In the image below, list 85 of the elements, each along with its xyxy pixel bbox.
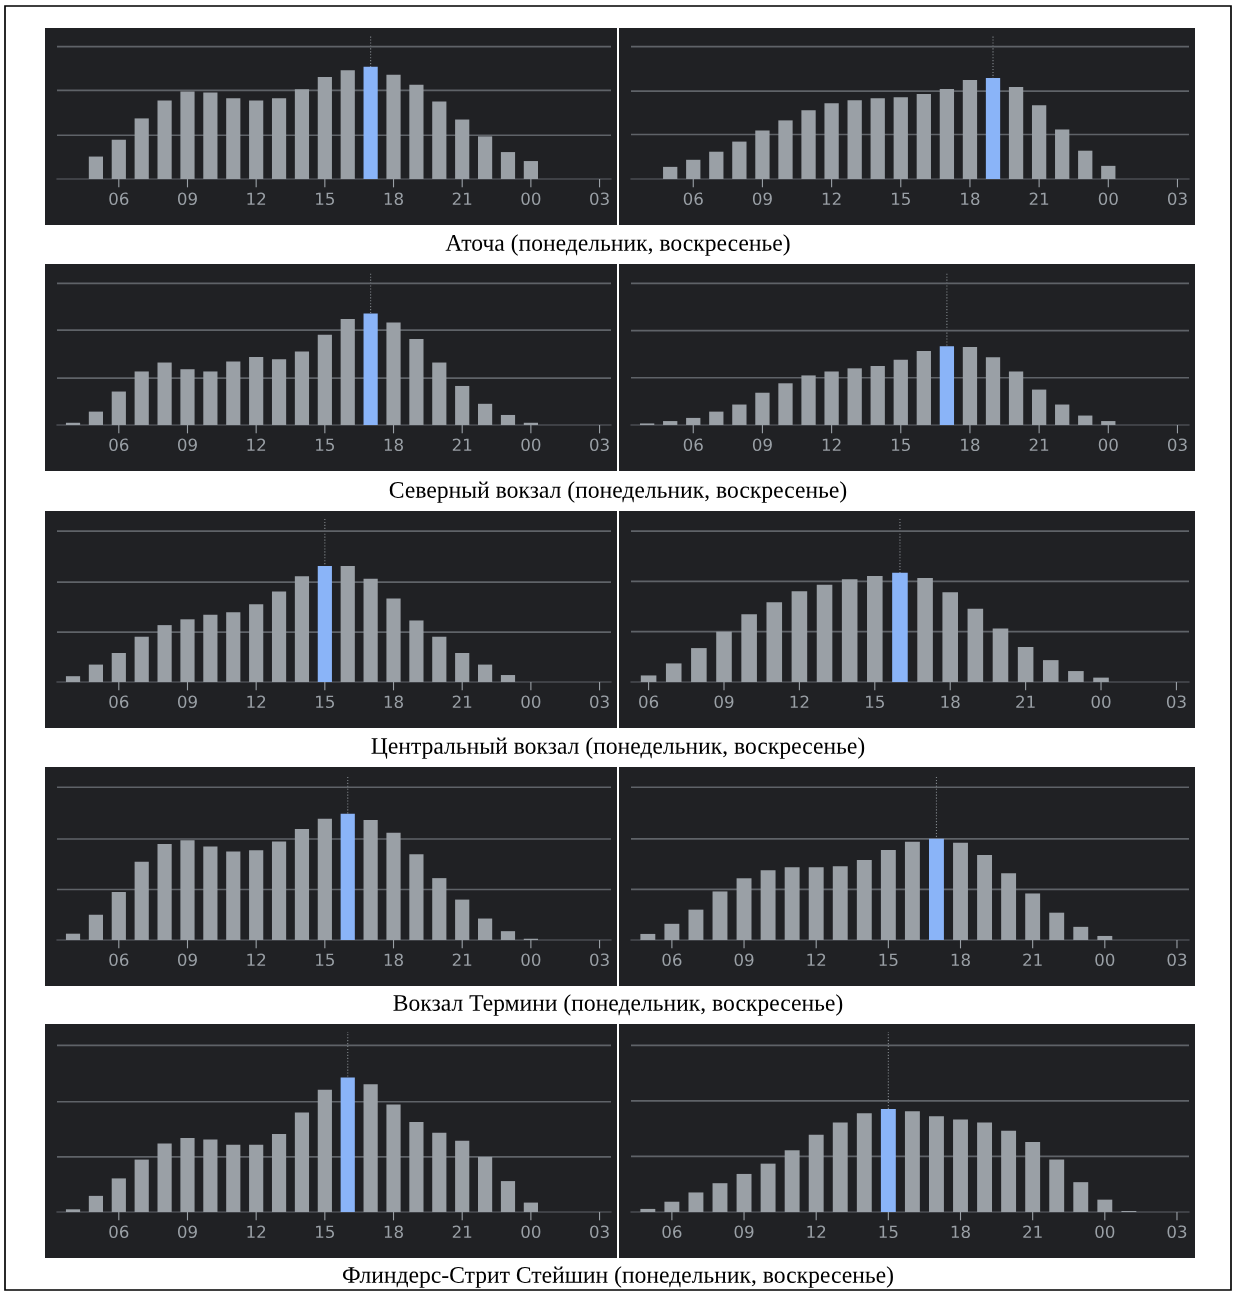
x-tick-label: 18 (384, 695, 403, 709)
x-tick-label: 15 (316, 953, 334, 967)
x-tick-label: 21 (452, 695, 472, 708)
x-tick-label: 00 (521, 695, 541, 709)
x-tick-label: 06 (109, 1225, 129, 1239)
x-tick-label: 18 (951, 1225, 970, 1239)
x-tick-label: 06 (639, 695, 659, 709)
x-tick-label: 18 (961, 192, 980, 206)
x-tick-label: 00 (1095, 1225, 1115, 1239)
x-tick-label: 21 (1023, 953, 1042, 966)
x-tick-label: 21 (452, 953, 472, 966)
x-tick-label: 09 (177, 1225, 197, 1239)
x-tick-label: 03 (590, 192, 609, 206)
x-tick-label: 09 (177, 695, 197, 709)
x-tick-label: 15 (879, 953, 898, 967)
x-tick-label: 21 (1023, 1225, 1042, 1238)
x-tick-label: 09 (752, 192, 772, 206)
x-tick-label: 06 (109, 438, 129, 452)
x-tick-label: 15 (892, 192, 910, 206)
x-tick-label: 06 (683, 192, 703, 206)
text: Центральный вокзал (понедельник, воскресенье) (371, 737, 865, 759)
x-tick-label: 06 (662, 953, 682, 967)
x-tick-label: 03 (1167, 438, 1187, 452)
x-tick-label: 09 (714, 695, 734, 709)
x-tick-label: 06 (109, 695, 129, 709)
x-tick-label: 15 (316, 695, 334, 709)
x-tick-label: 21 (1029, 438, 1049, 451)
x-tick-label: 03 (590, 953, 609, 967)
text: Флиндерс-Стрит Стейшин (понедельник, воскресенье) (342, 1266, 893, 1288)
x-tick-label: 00 (1091, 695, 1111, 709)
x-tick-label: 03 (1167, 1225, 1187, 1239)
x-tick-label: 12 (790, 695, 809, 708)
x-tick-label: 12 (822, 438, 841, 451)
x-tick-label: 15 (892, 438, 910, 452)
x-tick-label: 18 (384, 1225, 403, 1239)
x-tick-label: 12 (247, 438, 266, 451)
x-tick-label: 21 (452, 1225, 472, 1238)
x-tick-label: 12 (807, 953, 826, 966)
x-tick-label: 12 (247, 1225, 266, 1238)
x-tick-label: 12 (247, 192, 266, 205)
x-tick-label: 15 (316, 192, 334, 206)
x-tick-label: 00 (1098, 438, 1118, 452)
x-tick-label: 00 (521, 953, 541, 967)
x-tick-label: 18 (384, 438, 403, 452)
x-tick-label: 09 (177, 438, 197, 452)
text: Аточа (понедельник, воскресенье) (445, 234, 790, 256)
x-tick-label: 15 (316, 438, 334, 452)
text: Вокзал Термини (понедельник, воскресенье) (393, 994, 843, 1016)
x-tick-label: 21 (452, 438, 472, 451)
x-tick-label: 09 (734, 1225, 754, 1239)
x-tick-label: 18 (961, 438, 980, 452)
x-tick-label: 12 (807, 1225, 826, 1238)
x-tick-label: 03 (1166, 695, 1186, 709)
x-tick-label: 12 (822, 192, 841, 205)
x-tick-label: 09 (752, 438, 772, 452)
x-tick-label: 00 (521, 438, 541, 452)
x-tick-label: 09 (177, 953, 197, 967)
x-tick-label: 15 (879, 1225, 898, 1239)
x-tick-label: 00 (1095, 953, 1115, 967)
x-tick-label: 03 (1167, 953, 1187, 967)
x-tick-label: 18 (384, 192, 403, 206)
x-tick-label: 03 (590, 695, 609, 709)
x-tick-label: 18 (951, 953, 970, 967)
x-tick-label: 09 (734, 953, 754, 967)
x-tick-label: 06 (109, 953, 129, 967)
x-tick-label: 03 (1167, 192, 1187, 206)
x-tick-label: 21 (1016, 695, 1035, 708)
x-tick-label: 03 (590, 438, 609, 452)
x-tick-label: 00 (1098, 192, 1118, 206)
x-tick-label: 15 (316, 1225, 334, 1239)
x-tick-label: 00 (521, 1225, 541, 1239)
x-tick-label: 03 (590, 1225, 609, 1239)
x-tick-label: 18 (941, 695, 960, 709)
text: Северный вокзал (понедельник, воскресенье) (389, 481, 847, 503)
x-tick-label: 12 (247, 695, 266, 708)
x-tick-label: 18 (384, 953, 403, 967)
x-tick-label: 06 (662, 1225, 682, 1239)
x-tick-label: 00 (521, 192, 541, 206)
x-tick-label: 06 (109, 192, 129, 206)
x-tick-label: 15 (866, 695, 884, 709)
x-tick-label: 12 (247, 953, 266, 966)
x-tick-label: 21 (452, 192, 472, 205)
x-tick-label: 09 (177, 192, 197, 206)
x-tick-label: 06 (683, 438, 703, 452)
x-tick-label: 21 (1029, 192, 1049, 205)
